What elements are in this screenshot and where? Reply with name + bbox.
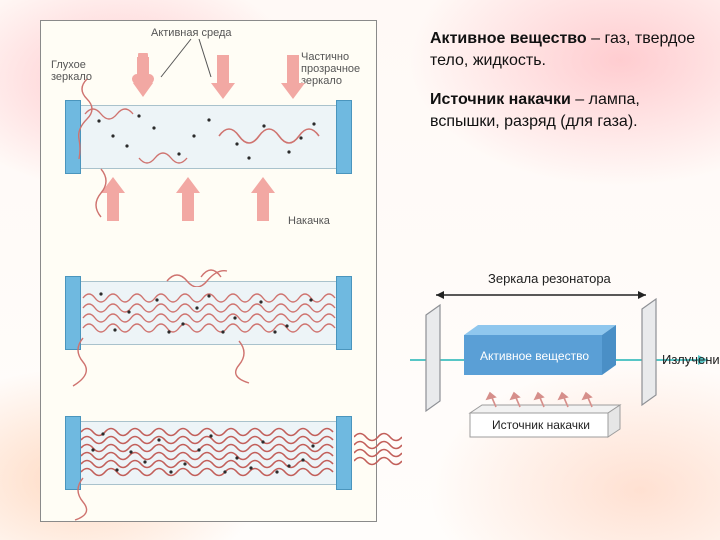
label-pump-source-box: Источник накачки <box>492 418 590 432</box>
stray-emission <box>91 165 151 235</box>
stray-emission <box>231 339 291 389</box>
partial-mirror <box>336 416 352 490</box>
laser-stage-1 <box>61 105 356 167</box>
schematic-svg: Зеркала резонатора Активное вещество Ист… <box>410 265 720 465</box>
laser-3d-schematic: Зеркала резонатора Активное вещество Ист… <box>410 265 720 465</box>
pump-arrow-icon <box>131 53 155 103</box>
pump-arrow-icon <box>251 173 275 223</box>
pump-arrow-icon <box>211 53 235 103</box>
label-emission: Излучение <box>662 352 720 367</box>
partial-mirror <box>336 100 352 174</box>
partial-mirror <box>336 276 352 350</box>
stage3-content <box>79 422 338 484</box>
pump-arrow-icon <box>176 173 200 223</box>
stray-emission <box>161 247 251 287</box>
stage1-content <box>79 106 338 168</box>
term-active-substance: Активное вещество <box>430 30 587 47</box>
left-mirror-3d <box>426 305 440 411</box>
label-resonator-mirrors: Зеркала резонатора <box>488 271 612 286</box>
label-active-substance-box: Активное вещество <box>480 349 589 363</box>
laser-stage-2 <box>61 281 356 343</box>
stage2-content <box>79 282 338 344</box>
stray-emission <box>47 476 97 526</box>
stray-emission <box>47 336 97 396</box>
right-mirror-3d <box>642 299 656 405</box>
output-beam <box>354 431 402 473</box>
laser-stages-panel: Активная среда Глухое зеркало Частично п… <box>40 20 377 522</box>
laser-stage-3 <box>61 421 356 483</box>
label-partial-mirror: Частично прозрачное зеркало <box>301 51 360 87</box>
term-pump-source: Источник накачки <box>430 91 571 108</box>
description-text: Активное вещество – газ, твердое тело, ж… <box>430 28 700 150</box>
pump-arrow-icon <box>281 53 305 103</box>
label-pump: Накачка <box>288 215 330 227</box>
